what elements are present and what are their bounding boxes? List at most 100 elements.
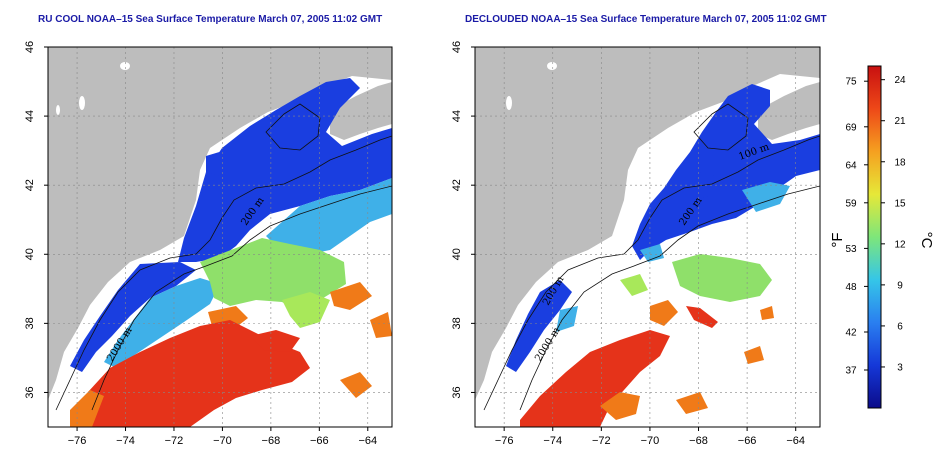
warm-water [330,282,372,310]
lon-tick-label: −68 [689,435,708,447]
warm-water [760,306,774,320]
lake [56,105,60,115]
celsius-tick-label: 3 [897,362,903,373]
fahrenheit-tick-label: 53 [845,244,857,255]
graticule [475,47,820,427]
fahrenheit-tick-label: 64 [845,160,857,171]
land-mass [48,47,392,400]
isobath-contour [483,135,820,411]
map-area: 2000 m 200 m 200 m 100 m [475,47,820,427]
fahrenheit-tick-label: 37 [845,366,857,377]
panel-declouded: DECLOUDED NOAA–15 Sea Surface Temperatur… [451,14,827,447]
lat-tick-label: 46 [451,41,463,53]
cold-water [206,150,234,176]
nova-scotia-land [758,82,820,140]
warm-water [650,300,678,326]
panel-title: RU COOL NOAA–15 Sea Surface Temperature … [38,14,382,25]
fahrenheit-tick-label: 59 [845,198,857,209]
celsius-tick-label: 6 [897,321,903,332]
lat-tick-label: 38 [24,317,36,329]
cold-water [178,78,392,262]
mid-water [104,278,220,368]
isobath-contour [55,135,392,411]
lake [120,62,130,70]
lat-tick-label: 44 [24,110,36,122]
warm-water [600,392,640,420]
fahrenheit-tick-label: 75 [845,77,857,88]
lake [547,62,557,70]
hot-water [88,320,310,427]
lon-tick-label: −74 [543,435,562,447]
lon-tick-label: −66 [310,435,329,447]
fahrenheit-tick-label: 69 [845,122,857,133]
lon-tick-label: −68 [262,435,281,447]
lat-tick-label: 44 [451,110,463,122]
hot-water [520,330,670,427]
lake [506,96,512,110]
panel-raw: RU COOL NOAA–15 Sea Surface Temperature … [24,14,393,447]
cool-water [620,274,648,296]
warm-water [676,392,708,414]
lon-tick-label: −64 [358,435,377,447]
panel-title: DECLOUDED NOAA–15 Sea Surface Temperatur… [465,14,827,25]
mid-water [640,244,664,262]
lake [79,96,85,110]
lat-tick-label: 42 [24,179,36,191]
cold-water [506,280,572,372]
axes: −76 −74 −72 −70 −68 −66 −64 36 38 40 42 44 46 [24,41,377,447]
celsius-tick-label: 12 [894,239,906,250]
warm-water [744,346,764,364]
celsius-tick-label: 15 [894,198,906,209]
celsius-tick-label: 18 [894,157,906,168]
lon-tick-label: −74 [116,435,135,447]
map-frame [47,46,393,428]
lon-tick-label: −72 [165,435,184,447]
isobath-contour [265,103,321,151]
nova-scotia-land [330,82,392,140]
mid-water [556,306,578,332]
celsius-tick-label: 21 [894,116,906,127]
fahrenheit-tick-label: 48 [845,282,857,293]
lat-tick-label: 38 [451,317,463,329]
celsius-tick-label: 24 [894,75,906,86]
lon-tick-label: −76 [495,435,514,447]
isobath-contour [519,185,820,411]
warm-water [340,372,372,398]
axes: −76 −74 −72 −70 −68 −66 −64 36 38 40 42 44 46 [451,41,805,447]
warm-water [370,312,392,338]
colorbar-ramp [867,65,882,409]
lat-tick-label: 42 [451,179,463,191]
graticule [48,47,392,427]
unit-fahrenheit-label: °F [829,232,846,247]
map-frame [474,46,821,428]
unit-celsius-label: °C [918,232,935,249]
lon-tick-label: −66 [738,435,757,447]
fahrenheit-tick-label: 42 [845,328,857,339]
hot-water [250,330,300,352]
cool-water [672,254,772,302]
cold-water [632,84,820,260]
hot-water [686,306,718,328]
lon-tick-label: −70 [641,435,660,447]
isobath-contour [91,185,392,411]
lon-tick-label: −72 [592,435,611,447]
lat-tick-label: 36 [24,386,36,398]
lon-tick-label: −70 [213,435,232,447]
warm-water [70,390,104,427]
cold-water [70,262,196,372]
land-mass [475,47,820,400]
lon-tick-label: −76 [68,435,87,447]
mid-water [742,182,790,212]
map-area: 2000 m 200 m [48,47,392,427]
lat-tick-label: 40 [24,248,36,260]
isobath-contour [693,103,749,151]
lat-tick-label: 40 [451,248,463,260]
celsius-tick-label: 9 [897,280,903,291]
mid-water [266,178,392,256]
lat-tick-label: 36 [451,386,463,398]
lat-tick-label: 46 [24,41,36,53]
cool-water [282,292,330,328]
